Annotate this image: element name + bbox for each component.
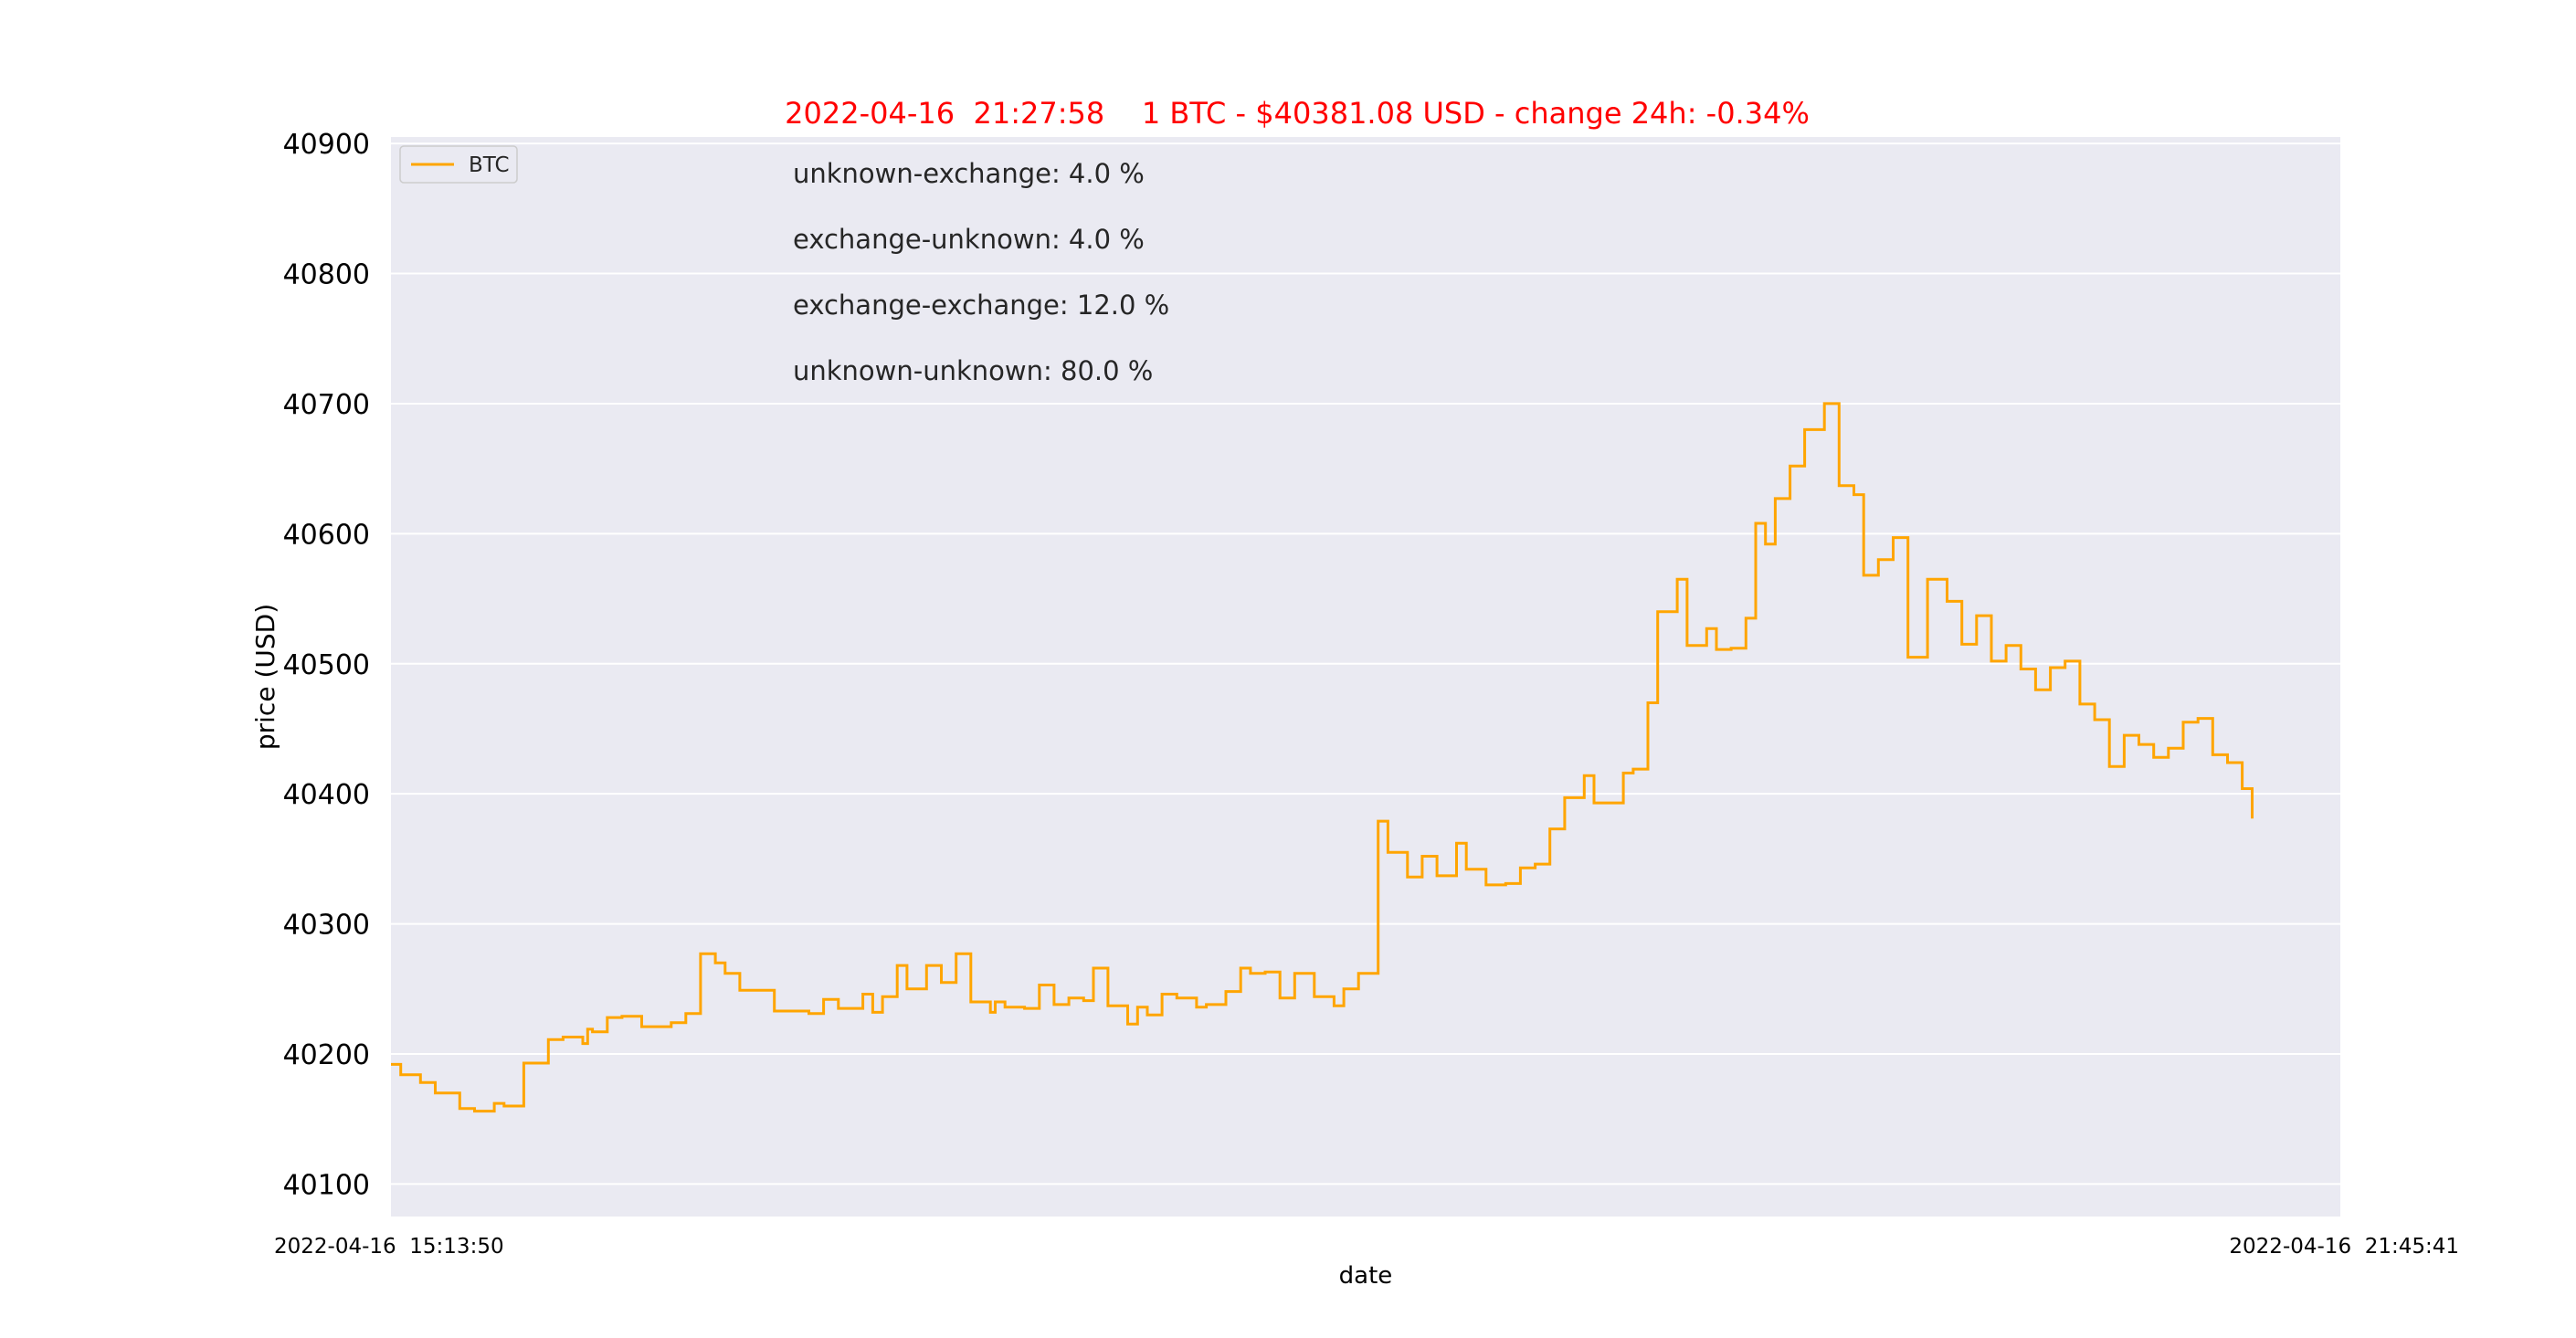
legend-label-btc: BTC (469, 153, 510, 177)
x-tick-label-start: 2022-04-16 15:13:50 (274, 1235, 504, 1259)
legend-box (399, 145, 518, 184)
y-tick-label: 40800 (283, 259, 370, 291)
y-tick-labels: 40100 40200 40300 40400 40500 40600 40700 40800… (283, 129, 370, 1201)
x-axis-label: date (1339, 1262, 1393, 1290)
annotation-unknown-exchange: unknown-exchange: 4.0 % (793, 158, 1145, 189)
annotation-unknown-unknown: unknown-unknown: 80.0 % (793, 355, 1153, 386)
plot-area (391, 137, 2340, 1217)
grid-lines (391, 142, 2340, 1185)
y-tick-label: 40600 (283, 519, 370, 551)
y-tick-label: 40700 (283, 389, 370, 421)
y-tick-label: 40500 (283, 649, 370, 681)
x-tick-label-end: 2022-04-16 21:45:41 (2229, 1235, 2459, 1259)
annotation-exchange-exchange: exchange-exchange: 12.0 % (793, 290, 1169, 321)
y-tick-label: 40100 (283, 1169, 370, 1201)
y-tick-label: 40300 (283, 910, 370, 942)
y-axis-label: price (USD) (250, 604, 280, 750)
legend: BTC (399, 145, 518, 184)
series-line-btc (391, 402, 2254, 1113)
y-tick-label: 40400 (283, 779, 370, 811)
annotations: unknown-exchange: 4.0 % exchange-unknown… (793, 158, 1169, 386)
y-tick-label: 40200 (283, 1039, 370, 1071)
y-tick-label: 40900 (283, 129, 370, 161)
chart-title: 2022-04-16 21:27:58 1 BTC - $40381.08 US… (785, 96, 1810, 131)
series-layer (391, 402, 2254, 1113)
annotation-exchange-unknown: exchange-unknown: 4.0 % (793, 224, 1145, 255)
